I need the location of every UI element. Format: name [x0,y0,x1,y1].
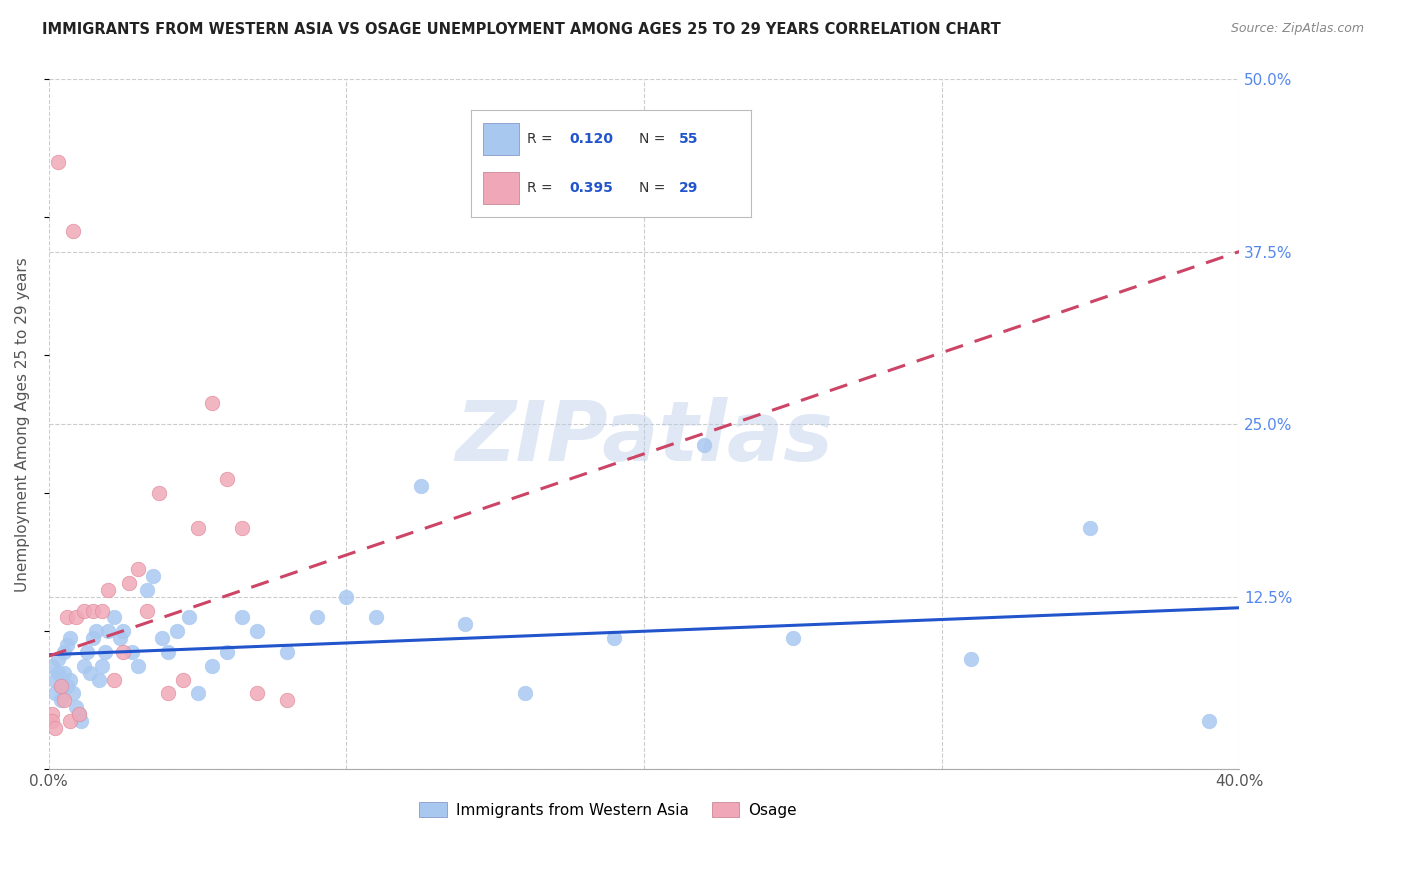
Point [89,673,111,687]
Point [782,631,804,645]
Point [201,396,224,410]
Point [112,624,135,639]
Point [49,693,72,707]
Point [94,645,117,659]
Point [960,652,983,666]
Point [73,603,96,617]
Point [49,680,72,694]
Point [276,693,298,707]
Point [513,686,536,700]
Point [150,631,173,645]
Point [82,603,104,617]
Point [46,665,69,680]
Point [231,610,253,624]
Point [156,645,179,659]
Point [121,645,143,659]
Text: IMMIGRANTS FROM WESTERN ASIA VS OSAGE UNEMPLOYMENT AMONG AGES 25 TO 29 YEARS COR: IMMIGRANTS FROM WESTERN ASIA VS OSAGE UN… [42,22,1001,37]
Point [55,680,77,694]
Point [603,631,626,645]
Point [172,673,194,687]
Point [103,610,125,624]
Point [49,680,72,694]
Point [52,645,75,659]
Point [217,645,239,659]
Point [97,624,120,639]
Point [366,610,388,624]
Point [187,521,209,535]
Point [103,673,125,687]
Point [55,610,77,624]
Point [44,673,66,687]
Point [41,707,63,722]
Point [46,154,69,169]
Point [44,686,66,700]
Point [1080,521,1102,535]
Point [73,658,96,673]
Point [79,665,101,680]
Point [201,658,224,673]
Point [52,693,75,707]
Point [65,700,87,714]
Point [62,686,84,700]
Point [166,624,188,639]
Point [246,686,269,700]
Point [58,714,80,728]
Text: Source: ZipAtlas.com: Source: ZipAtlas.com [1230,22,1364,36]
Point [97,582,120,597]
Point [335,590,357,604]
Point [41,658,63,673]
Point [217,472,239,486]
Point [692,438,714,452]
Point [156,686,179,700]
Point [305,610,328,624]
Point [409,479,432,493]
Point [55,638,77,652]
Point [187,686,209,700]
Point [148,486,170,500]
Point [86,624,108,639]
Point [82,631,104,645]
Point [1198,714,1220,728]
Point [118,575,141,590]
Point [177,610,200,624]
Point [44,721,66,735]
Point [454,617,477,632]
Point [41,714,63,728]
Point [246,624,269,639]
Point [91,658,114,673]
Point [58,631,80,645]
Point [76,645,98,659]
Point [67,707,90,722]
Point [91,603,114,617]
Point [67,707,90,722]
Point [127,658,149,673]
Point [112,645,135,659]
Point [62,224,84,238]
Point [136,603,159,617]
Y-axis label: Unemployment Among Ages 25 to 29 years: Unemployment Among Ages 25 to 29 years [15,257,30,591]
Point [65,610,87,624]
Legend: Immigrants from Western Asia, Osage: Immigrants from Western Asia, Osage [413,796,803,824]
Point [52,665,75,680]
Point [142,569,165,583]
Point [70,714,93,728]
Point [136,582,159,597]
Point [231,521,253,535]
Point [127,562,149,576]
Point [108,631,131,645]
Point [58,673,80,687]
Point [276,645,298,659]
Text: ZIPatlas: ZIPatlas [456,398,832,478]
Point [46,652,69,666]
